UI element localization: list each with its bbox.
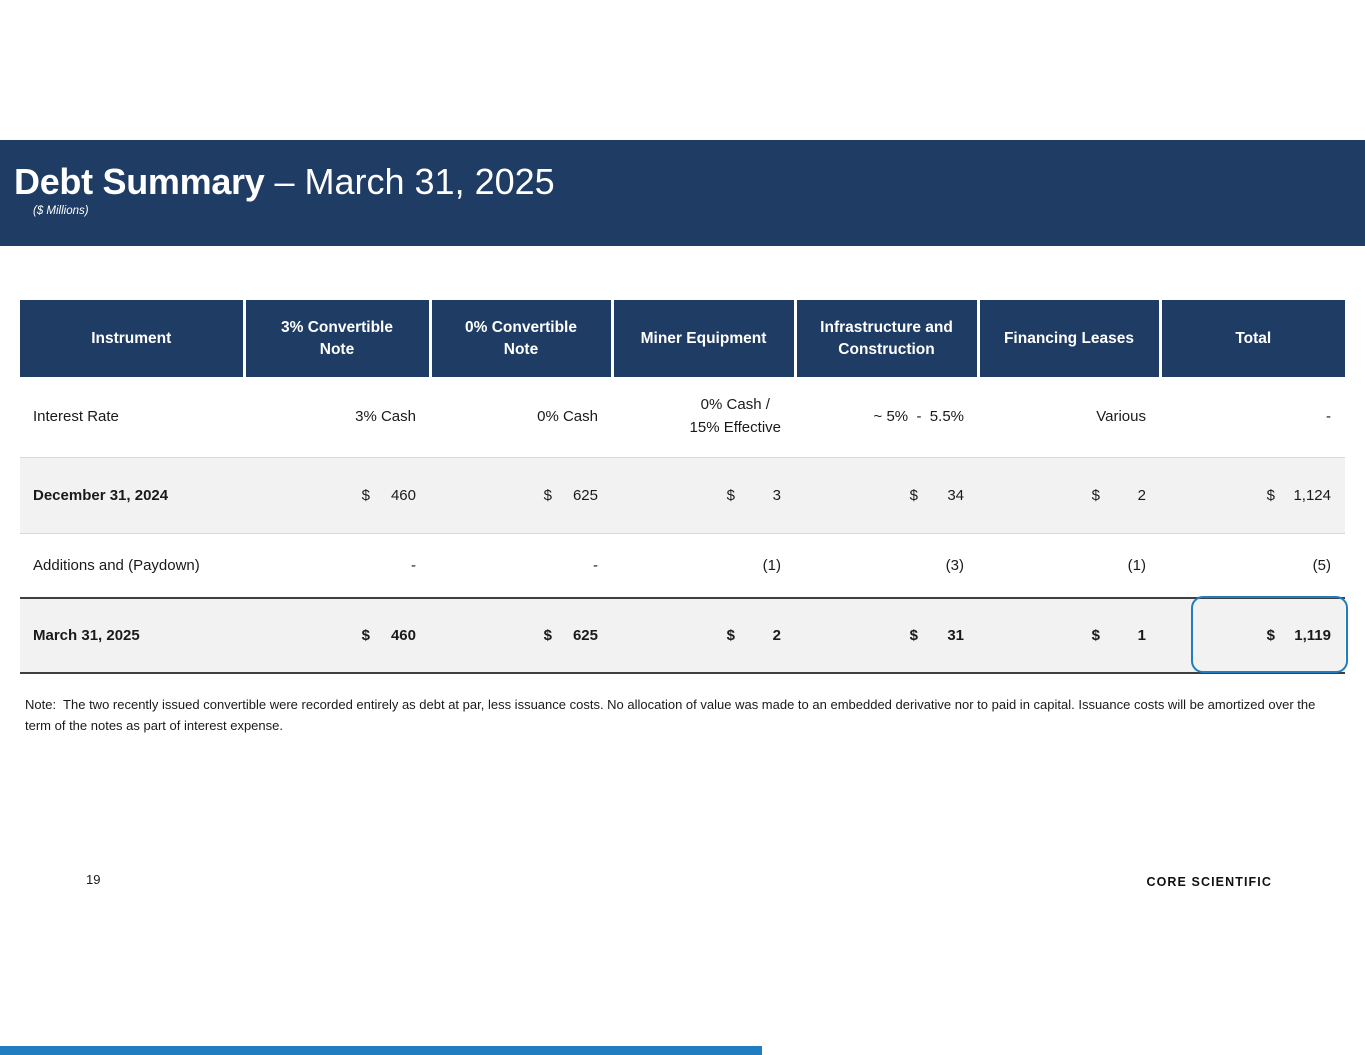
text-value: ~ 5% - 5.5% xyxy=(873,408,964,426)
amount-value: 460 xyxy=(390,486,416,504)
column-header-instrument: Instrument xyxy=(20,300,244,377)
text-value: 3% Cash xyxy=(355,408,416,426)
cell-interest-rate-miner-equipment: 0% Cash / 15% Effective xyxy=(612,377,795,458)
currency-symbol: $ xyxy=(1091,486,1100,504)
header-row: Instrument 3% Convertible Note 0% Converti… xyxy=(20,300,1345,377)
cell-december-31-2024-miner-equipment: $3 xyxy=(612,457,795,534)
cell-additions-paydown-miner-equipment: (1) xyxy=(612,533,795,599)
amount-value: 1,119 xyxy=(1294,627,1331,644)
cell-december-31-2024-total: $1,124 xyxy=(1160,457,1345,534)
row-label-interest-rate: Interest Rate xyxy=(20,377,244,458)
money-value: $1,124 xyxy=(1160,487,1331,504)
cell-march-31-2025-infrastructure-and-construction: $31 xyxy=(795,598,978,674)
currency-symbol: $ xyxy=(909,627,918,644)
cell-additions-paydown-infrastructure-and-construction: (3) xyxy=(795,533,978,599)
text-value: (5) xyxy=(1312,556,1331,574)
table-row-december-31-2024: December 31, 2024 $460 $625 $3 $34 $2 $1,124 xyxy=(20,457,1345,534)
amount-value: 1 xyxy=(1137,627,1146,644)
amount-value: 3 xyxy=(772,486,781,504)
footnote: Note: The two recently issued convertibl… xyxy=(25,697,1316,733)
text-value: (1) xyxy=(762,556,781,574)
debt-table-wrap: Instrument 3% Convertible Note 0% Converti… xyxy=(20,300,1348,674)
money-value: $1,119 xyxy=(1160,627,1331,644)
money-value: $460 xyxy=(244,487,416,504)
money-value: $625 xyxy=(430,627,598,644)
column-header-total: Total xyxy=(1158,300,1345,377)
text-value: Various xyxy=(1096,408,1146,426)
page-number: 19 xyxy=(86,872,101,887)
amount-value: 625 xyxy=(572,627,598,644)
amount-value: 2 xyxy=(772,627,781,644)
cell-march-31-2025-0-convertible-note: $625 xyxy=(430,598,612,674)
currency-symbol: $ xyxy=(726,486,735,504)
column-header-financing-leases: Financing Leases xyxy=(976,300,1160,377)
cell-interest-rate-infrastructure-and-construction: ~ 5% - 5.5% xyxy=(795,377,978,458)
money-value: $460 xyxy=(244,627,416,644)
currency-symbol: $ xyxy=(726,627,735,644)
cell-additions-paydown-0-convertible-note: - xyxy=(430,533,612,599)
table-row-march-31-2025: March 31, 2025 $460 $625 $2 $31 $1 $1,119 xyxy=(20,598,1345,674)
core-scientific-logo: CORE SCIENTIFIC xyxy=(1146,875,1272,889)
currency-symbol: $ xyxy=(361,627,370,644)
currency-symbol: $ xyxy=(361,486,370,504)
text-value: 0% Cash / 15% Effective xyxy=(689,396,781,436)
money-value: $1 xyxy=(978,627,1146,644)
cell-additions-paydown-total: (5) xyxy=(1160,533,1345,599)
amount-value: 34 xyxy=(947,486,964,504)
text-value: - xyxy=(411,556,416,574)
cell-interest-rate-total: - xyxy=(1160,377,1345,458)
cell-additions-paydown-3-convertible-note: - xyxy=(244,533,430,599)
currency-symbol: $ xyxy=(1266,627,1275,644)
amount-value: 2 xyxy=(1137,486,1146,504)
cell-march-31-2025-miner-equipment: $2 xyxy=(612,598,795,674)
amount-value: 1,124 xyxy=(1293,486,1331,504)
row-label-additions-paydown: Additions and (Paydown) xyxy=(20,533,244,599)
debt-summary-table: Instrument 3% Convertible Note 0% Converti… xyxy=(20,300,1345,674)
column-header-miner-equipment: Miner Equipment xyxy=(610,300,795,377)
cell-interest-rate-0-convertible-note: 0% Cash xyxy=(430,377,612,458)
cell-december-31-2024-0-convertible-note: $625 xyxy=(430,457,612,534)
title-text: Debt Summary xyxy=(14,161,265,202)
bottom-accent-bar xyxy=(0,1046,762,1055)
currency-symbol: $ xyxy=(543,627,552,644)
cell-interest-rate-3-convertible-note: 3% Cash xyxy=(244,377,430,458)
row-label-december-31-2024: December 31, 2024 xyxy=(20,457,244,534)
cell-december-31-2024-3-convertible-note: $460 xyxy=(244,457,430,534)
cell-additions-paydown-financing-leases: (1) xyxy=(978,533,1160,599)
money-value: $625 xyxy=(430,487,598,504)
table-row-additions-paydown: Additions and (Paydown) - - (1) (3) (1) (5) xyxy=(20,533,1345,599)
text-value: - xyxy=(593,556,598,574)
row-label-march-31-2025: March 31, 2025 xyxy=(20,598,244,674)
text-value: (3) xyxy=(945,556,964,574)
currency-symbol: $ xyxy=(909,486,918,504)
cell-interest-rate-financing-leases: Various xyxy=(978,377,1160,458)
column-header-3-convertible-note: 3% Convertible Note xyxy=(242,300,430,377)
cell-december-31-2024-financing-leases: $2 xyxy=(978,457,1160,534)
money-value: $3 xyxy=(612,487,781,504)
table-row-interest-rate: Interest Rate 3% Cash 0% Cash 0% Cash / 15%… xyxy=(20,377,1345,458)
column-header-infrastructure-and-construction: Infrastructure and Construction xyxy=(793,300,978,377)
amount-value: 625 xyxy=(572,486,598,504)
money-value: $31 xyxy=(795,627,964,644)
text-value: (1) xyxy=(1127,556,1146,574)
title-banner: Debt Summary – March 31, 2025 ($ Million… xyxy=(0,140,1365,246)
cell-march-31-2025-financing-leases: $1 xyxy=(978,598,1160,674)
amount-value: 460 xyxy=(390,627,416,644)
column-header-0-convertible-note: 0% Convertible Note xyxy=(428,300,612,377)
cell-march-31-2025-3-convertible-note: $460 xyxy=(244,598,430,674)
amount-value: 31 xyxy=(947,627,964,644)
currency-symbol: $ xyxy=(543,486,552,504)
text-value: 0% Cash xyxy=(537,408,598,426)
money-value: $2 xyxy=(978,487,1146,504)
currency-symbol: $ xyxy=(1266,486,1275,504)
page-title: Debt Summary – March 31, 2025 xyxy=(0,140,1365,202)
title-date: – March 31, 2025 xyxy=(264,161,555,202)
units-subtitle: ($ Millions) xyxy=(33,204,89,217)
currency-symbol: $ xyxy=(1091,627,1100,644)
cell-march-31-2025-total: $1,119 xyxy=(1160,598,1345,674)
text-value: - xyxy=(1326,408,1331,426)
money-value: $34 xyxy=(795,487,964,504)
money-value: $2 xyxy=(612,627,781,644)
cell-december-31-2024-infrastructure-and-construction: $34 xyxy=(795,457,978,534)
